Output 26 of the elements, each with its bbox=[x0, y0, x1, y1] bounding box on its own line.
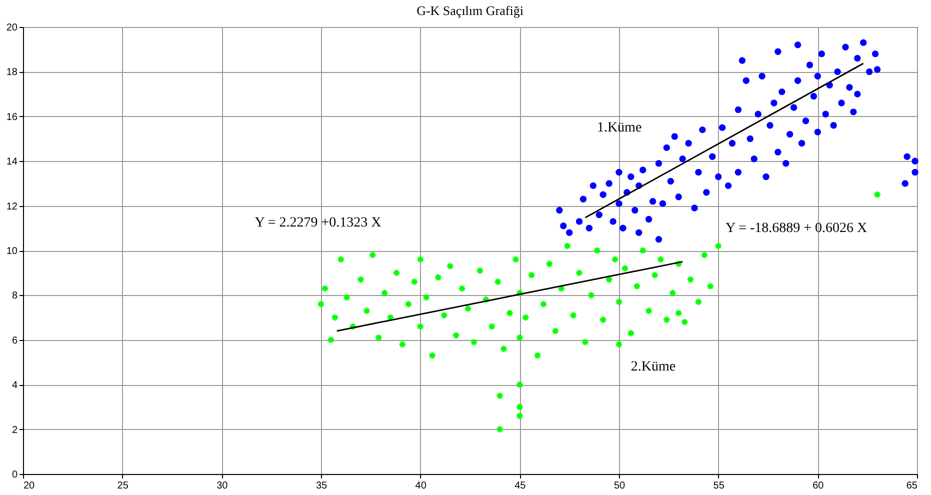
annotation: 2.Küme bbox=[630, 360, 676, 375]
y-tick-label: 4 bbox=[12, 380, 18, 392]
x-tick-label: 20 bbox=[24, 480, 36, 492]
y-tick-label: 0 bbox=[12, 470, 18, 480]
y-tick-label: 6 bbox=[12, 335, 18, 346]
x-tick-label: 50 bbox=[614, 480, 626, 492]
y-tick-label: 16 bbox=[6, 112, 18, 123]
x-tick-label: 35 bbox=[316, 480, 328, 492]
x-tick-label: 55 bbox=[713, 480, 725, 492]
annotation: Y = 2.2279 +0.1323 X bbox=[254, 215, 382, 230]
x-tick-label: 60 bbox=[812, 480, 824, 492]
y-tick-label: 10 bbox=[6, 246, 18, 257]
y-tick-label: 12 bbox=[6, 201, 18, 212]
x-tick-label: 45 bbox=[514, 480, 526, 492]
y-tick-label: 2 bbox=[12, 424, 18, 436]
x-tick-label: 30 bbox=[216, 480, 228, 492]
annotation: Y = -18.6889 + 0.6026 X bbox=[725, 221, 868, 236]
y-tick-label: 8 bbox=[12, 290, 18, 302]
annotation: 1.Küme bbox=[596, 120, 642, 136]
y-tick-label: 18 bbox=[6, 67, 18, 78]
chart-title: G-K Saçılım Grafiği bbox=[416, 3, 524, 18]
y-tick-label: 14 bbox=[6, 156, 18, 168]
x-tick-label: 25 bbox=[117, 480, 129, 492]
x-tick-label: 40 bbox=[415, 480, 427, 492]
x-tick-label: 65 bbox=[906, 480, 918, 492]
y-tick-label: 20 bbox=[6, 22, 18, 34]
